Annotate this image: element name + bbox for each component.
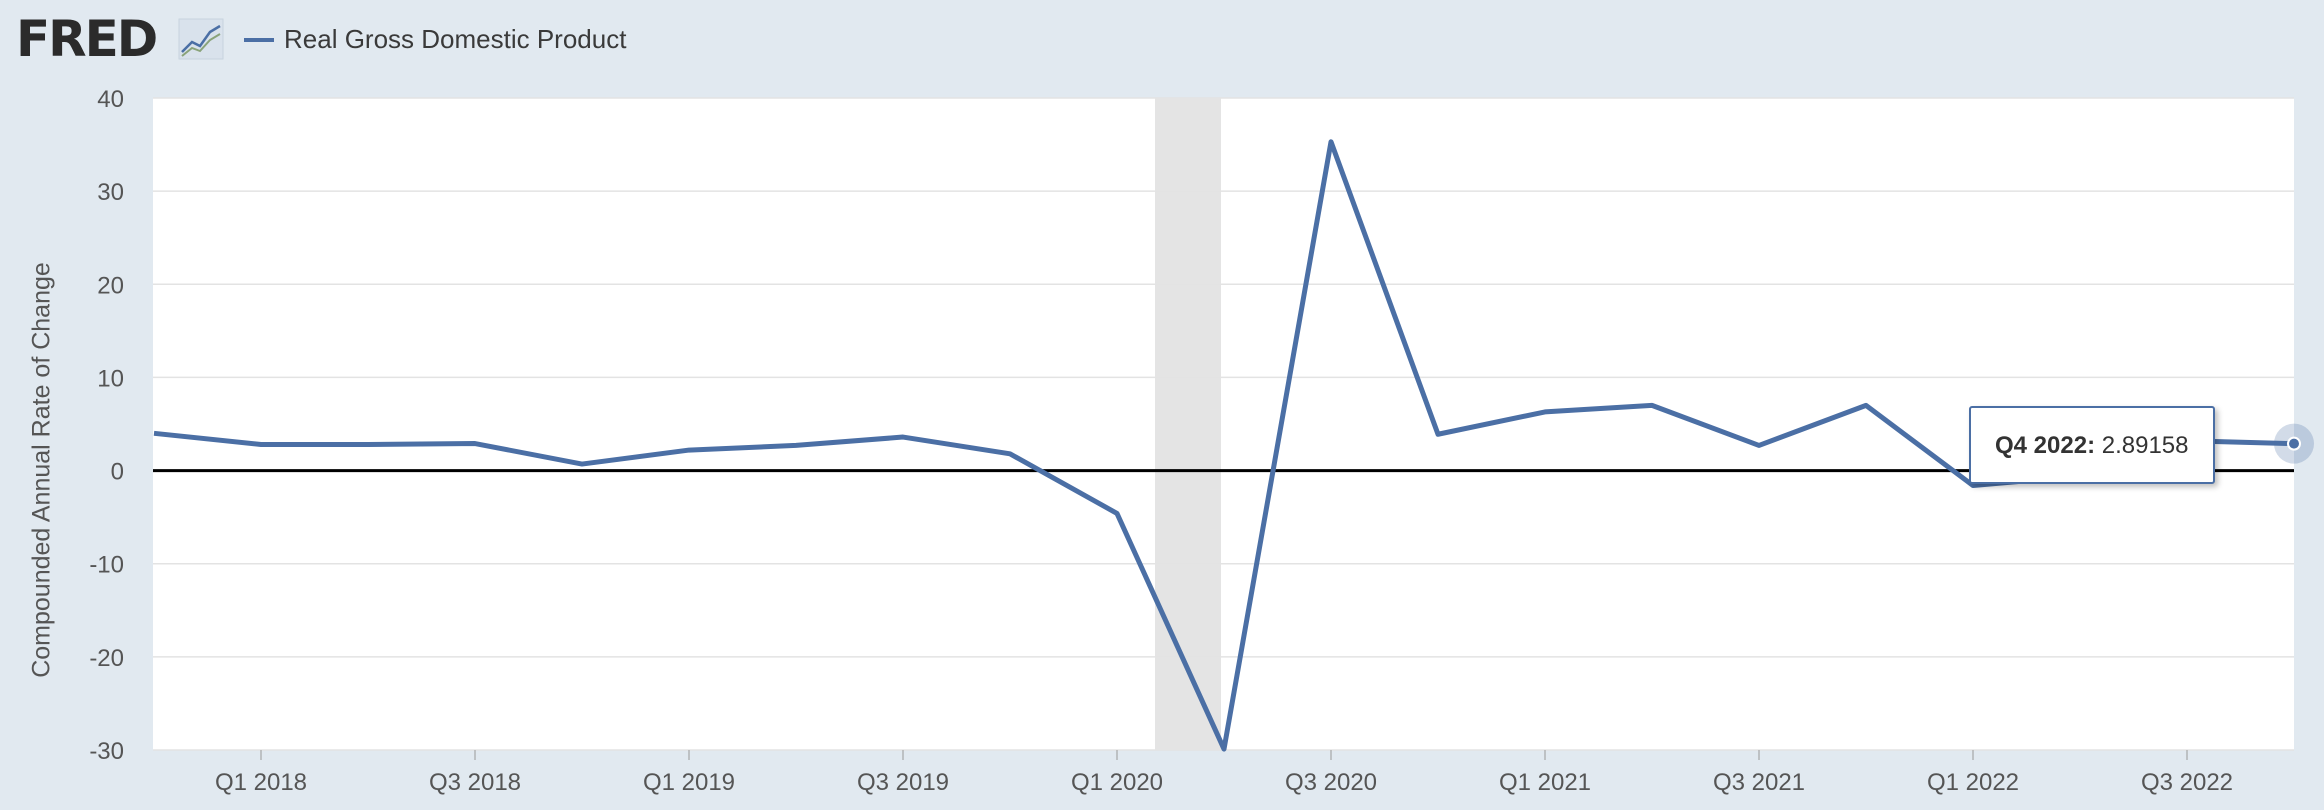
x-tick-label: Q3 2018 <box>429 769 521 796</box>
y-tick-label: 40 <box>97 86 124 113</box>
y-tick-label: -30 <box>89 738 124 765</box>
recession-shading-layer <box>1155 98 1221 750</box>
x-tick-label: Q3 2019 <box>857 769 949 796</box>
chart-trend-icon <box>178 18 224 60</box>
y-tick-label: -10 <box>89 552 124 579</box>
series-layer <box>153 139 2314 752</box>
y-tick-labels: 40 30 20 10 0 -10 -20 -30 <box>89 86 124 765</box>
x-tick-label: Q1 2020 <box>1071 769 1163 796</box>
y-tick-label: -20 <box>89 645 124 672</box>
header: FRED Real Gross Domestic Product <box>0 0 2324 80</box>
tooltip-date: Q4 2022: <box>1995 432 2096 459</box>
y-tick-label: 30 <box>97 179 124 206</box>
y-axis-label: Compounded Annual Rate of Change <box>27 262 56 678</box>
x-tick-label: Q1 2021 <box>1499 769 1591 796</box>
plot-background <box>153 98 2294 750</box>
y-tick-label: 0 <box>111 459 124 486</box>
x-tick-labels: Q1 2018 Q3 2018 Q1 2019 Q3 2019 Q1 2020 Q3 20… <box>215 750 2233 796</box>
fred-logo[interactable]: FRED <box>16 10 158 68</box>
y-tick-label: 20 <box>97 272 124 299</box>
x-tick-label: Q3 2022 <box>2141 769 2233 796</box>
y-tick-label: 10 <box>97 365 124 392</box>
x-tick-label: Q1 2022 <box>1927 769 2019 796</box>
x-tick-label: Q3 2021 <box>1713 769 1805 796</box>
x-tick-label: Q1 2019 <box>643 769 735 796</box>
data-tooltip: Q4 2022: 2.89158 <box>1969 406 2215 484</box>
legend-swatch <box>244 38 274 42</box>
x-tick-label: Q1 2018 <box>215 769 307 796</box>
x-tick-label: Q3 2020 <box>1285 769 1377 796</box>
highlight-point <box>2287 436 2301 451</box>
recession-band <box>1155 98 1221 750</box>
series-line-real-gdp <box>153 139 2295 752</box>
tooltip-value: 2.89158 <box>2101 432 2189 459</box>
tooltip-text: Q4 2022: 2.89158 <box>1995 432 2189 460</box>
legend-label: Real Gross Domestic Product <box>284 24 627 54</box>
